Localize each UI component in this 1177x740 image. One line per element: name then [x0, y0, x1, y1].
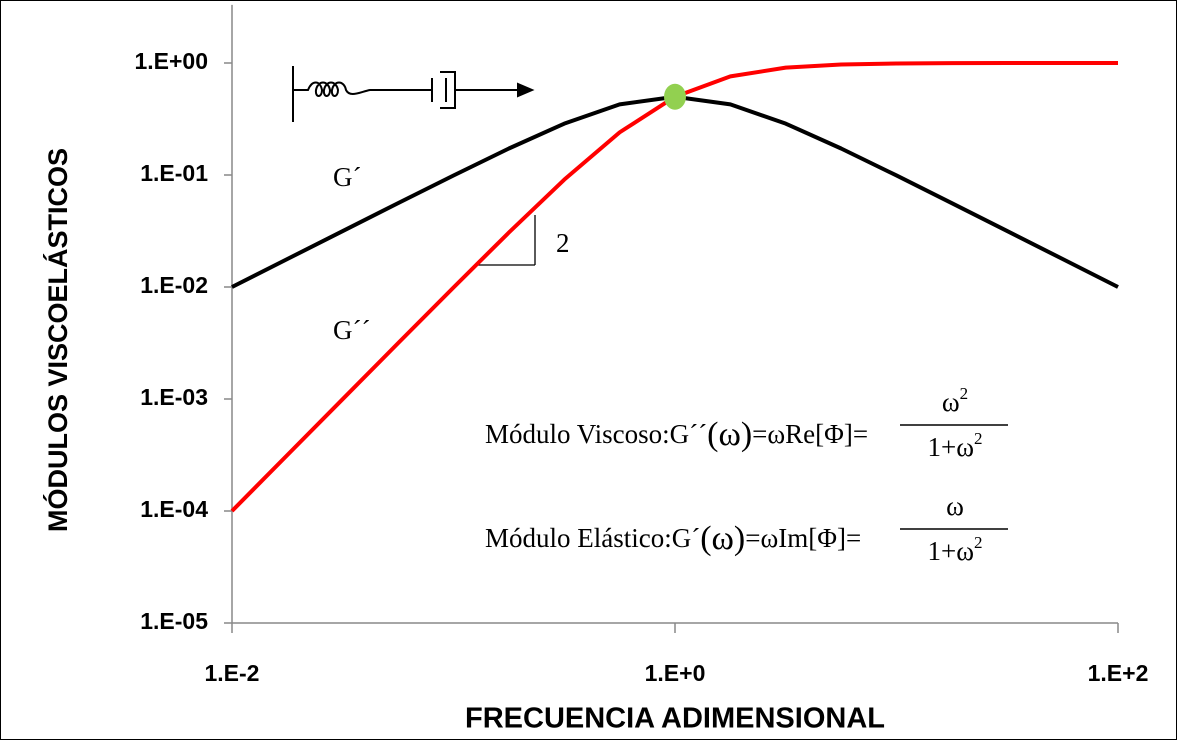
formula-rhs: =ωIm[Φ]= [745, 523, 861, 553]
formula-num: ω [946, 491, 964, 521]
x-tick-label: 1.E+0 [645, 660, 706, 686]
slope-label: 2 [556, 228, 570, 258]
series-label: G´ [333, 162, 362, 192]
x-axis-title: FRECUENCIA ADIMENSIONAL [465, 703, 885, 735]
slope-triangle [478, 215, 536, 266]
formula-numerator: ω [946, 491, 964, 521]
formula-den: 1+ω [928, 432, 975, 462]
formula-lhs: Módulo Elástico:G´ [485, 523, 700, 553]
y-tick-label: 1.E-01 [140, 160, 208, 186]
formula-den-exp: 2 [974, 533, 983, 552]
y-tick-label: 1.E+00 [134, 48, 208, 74]
y-tick-label: 1.E-02 [140, 272, 208, 298]
formula-num-exp: 2 [960, 384, 969, 403]
formula-den: 1+ω [928, 536, 975, 566]
y-axis-title: MÓDULOS VISCOELÁSTICOS [42, 148, 73, 532]
formula: Módulo Viscoso:G´´(ω)=ωRe[Φ]= [485, 416, 868, 453]
formula-num: ω [942, 387, 960, 417]
model-icon [292, 66, 535, 122]
formula-den-exp: 2 [974, 429, 983, 448]
y-tick-label: 1.E-04 [140, 496, 208, 522]
x-tick-label: 1.E-2 [205, 660, 260, 686]
formula-arg: (ω) [707, 416, 752, 453]
x-tick-label: 1.E+2 [1088, 660, 1149, 686]
crossover-point [664, 83, 686, 110]
formula-denominator: 1+ω2 [928, 533, 983, 566]
series-label: G´´ [333, 315, 370, 345]
formula-arg: (ω) [700, 520, 745, 557]
formula-numerator: ω2 [942, 384, 968, 417]
formula-lhs: Módulo Viscoso:G´´ [485, 419, 707, 449]
y-tick-label: 1.E-05 [140, 608, 208, 634]
y-tick-label: 1.E-03 [140, 384, 208, 410]
formula-denominator: 1+ω2 [928, 429, 983, 462]
formula: Módulo Elástico:G´(ω)=ωIm[Φ]= [485, 520, 861, 557]
formula-rhs: =ωRe[Φ]= [752, 419, 868, 449]
